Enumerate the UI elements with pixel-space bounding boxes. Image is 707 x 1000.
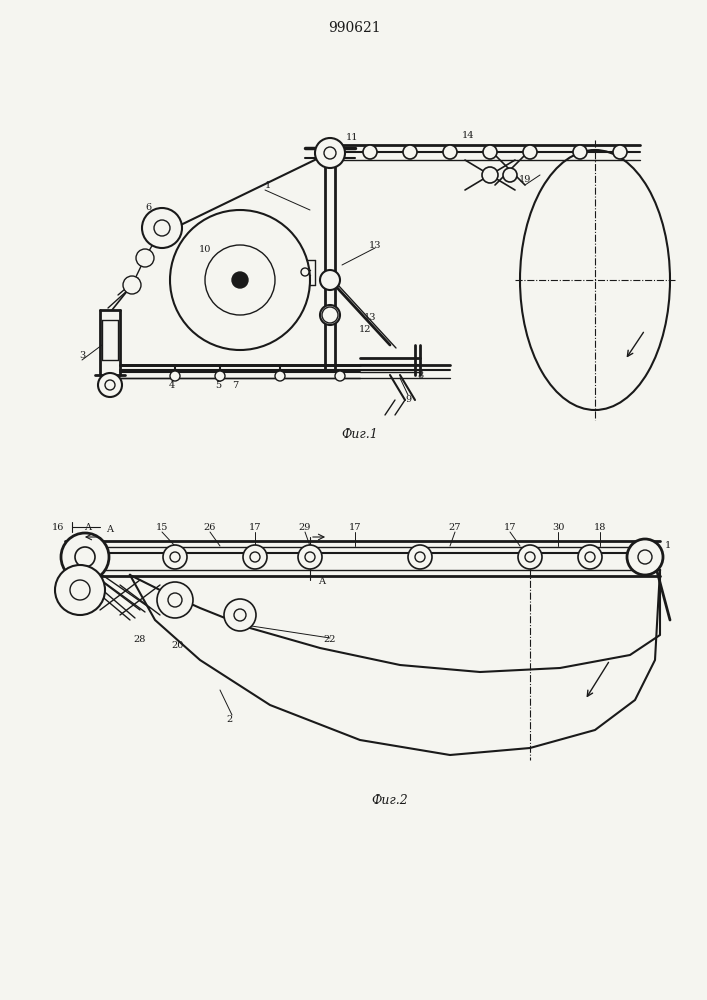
Text: 19: 19 [519, 176, 531, 184]
Text: 13: 13 [363, 314, 376, 322]
Circle shape [573, 145, 587, 159]
Circle shape [224, 599, 256, 631]
Circle shape [403, 145, 417, 159]
Circle shape [170, 371, 180, 381]
Circle shape [123, 276, 141, 294]
Text: 1: 1 [265, 180, 271, 190]
Circle shape [98, 373, 122, 397]
Text: 990621: 990621 [327, 21, 380, 35]
Circle shape [232, 272, 248, 288]
Text: 11: 11 [346, 133, 358, 142]
Circle shape [136, 249, 154, 267]
Circle shape [585, 552, 595, 562]
Circle shape [154, 220, 170, 236]
Circle shape [305, 552, 315, 562]
Text: Фиг.1: Фиг.1 [341, 428, 378, 442]
Text: Фиг.2: Фиг.2 [372, 794, 409, 806]
Text: 2: 2 [227, 716, 233, 724]
Circle shape [250, 552, 260, 562]
Circle shape [61, 533, 109, 581]
Text: 22: 22 [324, 636, 337, 645]
Circle shape [503, 168, 517, 182]
Circle shape [335, 371, 345, 381]
Circle shape [157, 582, 193, 618]
Text: A: A [85, 522, 91, 532]
Circle shape [627, 539, 663, 575]
Text: 14: 14 [462, 130, 474, 139]
Text: 4: 4 [169, 380, 175, 389]
Circle shape [243, 545, 267, 569]
Circle shape [525, 552, 535, 562]
Circle shape [75, 547, 95, 567]
Text: 26: 26 [204, 522, 216, 532]
Circle shape [415, 552, 425, 562]
Text: 7: 7 [232, 380, 238, 389]
Circle shape [443, 145, 457, 159]
Circle shape [168, 593, 182, 607]
Text: 28: 28 [134, 636, 146, 645]
Circle shape [105, 380, 115, 390]
Circle shape [578, 545, 602, 569]
Text: 15: 15 [156, 522, 168, 532]
Text: A: A [107, 526, 114, 534]
Text: 1: 1 [665, 540, 671, 550]
Circle shape [55, 565, 105, 615]
Text: 5: 5 [215, 380, 221, 389]
Circle shape [324, 147, 336, 159]
Text: 9: 9 [405, 395, 411, 404]
Text: 17: 17 [249, 522, 262, 532]
Circle shape [408, 545, 432, 569]
Text: 29: 29 [299, 522, 311, 532]
Text: 6: 6 [145, 204, 151, 213]
Circle shape [301, 268, 309, 276]
Text: 8: 8 [417, 370, 423, 379]
Circle shape [170, 210, 310, 350]
Circle shape [170, 552, 180, 562]
Circle shape [205, 245, 275, 315]
Text: 3: 3 [79, 351, 85, 360]
Text: 18: 18 [594, 522, 606, 532]
Text: 12: 12 [358, 326, 371, 334]
Text: 30: 30 [551, 522, 564, 532]
Text: 17: 17 [349, 522, 361, 532]
Circle shape [142, 208, 182, 248]
Text: 16: 16 [52, 522, 64, 532]
Circle shape [275, 371, 285, 381]
Text: A: A [318, 578, 325, 586]
Text: 20: 20 [172, 641, 185, 650]
Text: 27: 27 [449, 522, 461, 532]
Text: 10: 10 [199, 245, 211, 254]
Circle shape [523, 145, 537, 159]
Circle shape [483, 145, 497, 159]
Circle shape [298, 545, 322, 569]
Circle shape [215, 371, 225, 381]
Ellipse shape [520, 150, 670, 410]
Circle shape [613, 145, 627, 159]
Circle shape [320, 270, 340, 290]
Circle shape [363, 145, 377, 159]
Circle shape [234, 609, 246, 621]
Circle shape [320, 305, 340, 325]
Circle shape [518, 545, 542, 569]
Circle shape [70, 580, 90, 600]
Text: 17: 17 [504, 522, 516, 532]
Circle shape [315, 138, 345, 168]
Circle shape [322, 307, 338, 323]
Circle shape [638, 550, 652, 564]
Circle shape [482, 167, 498, 183]
Text: 13: 13 [369, 240, 381, 249]
Circle shape [163, 545, 187, 569]
